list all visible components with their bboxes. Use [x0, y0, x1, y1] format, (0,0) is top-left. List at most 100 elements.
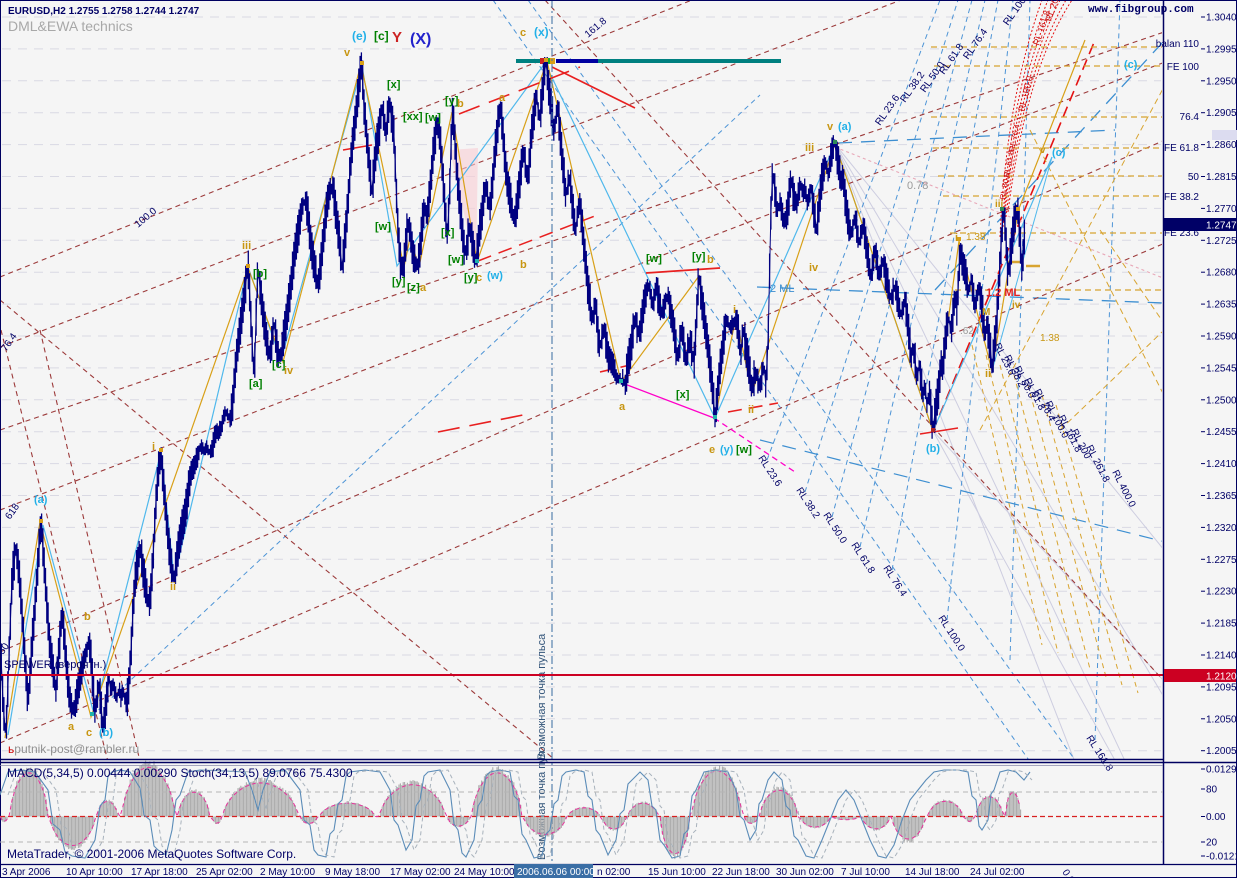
- svg-text:[xx]: [xx]: [403, 111, 423, 123]
- svg-text:Y: Y: [392, 29, 402, 46]
- svg-text:2006.06.06 00:00: 2006.06.06 00:00: [517, 867, 595, 878]
- svg-text:50: 50: [1188, 172, 1200, 183]
- svg-text:(a): (a): [34, 494, 48, 506]
- svg-text:n 02:00: n 02:00: [597, 867, 631, 878]
- svg-text:1.2050: 1.2050: [1206, 714, 1237, 725]
- svg-text:15 Jun 10:00: 15 Jun 10:00: [648, 867, 706, 878]
- svg-text:1.2680: 1.2680: [1206, 268, 1237, 279]
- svg-text:22 Jun 18:00: 22 Jun 18:00: [712, 867, 770, 878]
- svg-text:b: b: [520, 259, 527, 271]
- svg-text:a: a: [619, 401, 626, 413]
- svg-text:1.2860: 1.2860: [1206, 140, 1237, 151]
- svg-text:1.2185: 1.2185: [1206, 619, 1237, 630]
- svg-text:(b): (b): [99, 727, 113, 739]
- svg-text:FE 38.2: FE 38.2: [1164, 192, 1199, 203]
- svg-text:14 Jul 18:00: 14 Jul 18:00: [905, 867, 960, 878]
- svg-text:10 Apr 10:00: 10 Apr 10:00: [66, 867, 123, 878]
- svg-text:30 Jun 02:00: 30 Jun 02:00: [776, 867, 834, 878]
- svg-text:v: v: [344, 47, 351, 59]
- svg-text:(c): (c): [1124, 59, 1138, 71]
- svg-text:1.2815: 1.2815: [1206, 172, 1237, 183]
- svg-text:1.3040: 1.3040: [1206, 13, 1237, 24]
- svg-text:0.00: 0.00: [1206, 812, 1226, 823]
- svg-text:24 Jul 02:00: 24 Jul 02:00: [970, 867, 1025, 878]
- svg-text:[c]: [c]: [374, 29, 389, 43]
- svg-text:1.2500: 1.2500: [1206, 395, 1237, 406]
- svg-text:b: b: [84, 611, 91, 623]
- svg-text:FE 23.6: FE 23.6: [1164, 228, 1199, 239]
- svg-text:0.78: 0.78: [907, 180, 928, 192]
- svg-text:1.2320: 1.2320: [1206, 523, 1237, 534]
- svg-text:17 Apr 18:00: 17 Apr 18:00: [131, 867, 188, 878]
- svg-text:i: i: [152, 441, 155, 453]
- svg-text:iv: iv: [809, 262, 819, 274]
- svg-text:[z]: [z]: [407, 282, 420, 294]
- svg-text:1.2590: 1.2590: [1206, 332, 1237, 343]
- svg-text:1.2995: 1.2995: [1206, 44, 1237, 55]
- svg-text:[x]: [x]: [676, 389, 690, 401]
- svg-text:1.2725: 1.2725: [1206, 236, 1237, 247]
- svg-text:c: c: [86, 727, 92, 739]
- svg-text:MetaTrader, © 2001-2006 MetaQu: MetaTrader, © 2001-2006 MetaQuotes Softw…: [7, 847, 296, 861]
- svg-text:v: v: [1040, 145, 1046, 156]
- svg-text:1.2950: 1.2950: [1206, 76, 1237, 87]
- svg-text:1.2 ML: 1.2 ML: [986, 287, 1021, 299]
- svg-text:[a]: [a]: [249, 378, 263, 390]
- svg-text:7 Jul 10:00: 7 Jul 10:00: [841, 867, 890, 878]
- svg-text:Возможная точка пульса: Возможная точка пульса: [536, 633, 548, 760]
- svg-text:[w]: [w]: [425, 112, 441, 124]
- svg-text:e: e: [709, 444, 715, 456]
- svg-text:SPEWER (вероятн.): SPEWER (вероятн.): [4, 659, 106, 671]
- svg-text:(a): (a): [838, 121, 852, 133]
- svg-text:(y): (y): [720, 444, 734, 456]
- svg-text:[b]: [b]: [253, 268, 267, 280]
- svg-text:(b): (b): [926, 443, 940, 455]
- svg-text:1.2747: 1.2747: [1206, 221, 1237, 232]
- svg-text:1.2905: 1.2905: [1206, 108, 1237, 119]
- svg-text:.62: .62: [960, 326, 974, 337]
- svg-text:ьputnik-post@rambler.ru: ьputnik-post@rambler.ru: [8, 742, 139, 756]
- svg-text:[w]: [w]: [448, 254, 464, 266]
- svg-text:iv: iv: [284, 365, 294, 377]
- svg-text:Возможная точка пул: Возможная точка пул: [536, 751, 548, 860]
- svg-text:[y]: [y]: [445, 95, 459, 107]
- svg-text:1.2455: 1.2455: [1206, 427, 1237, 438]
- svg-text:ii: ii: [170, 581, 176, 593]
- svg-text:2 ML: 2 ML: [770, 283, 794, 295]
- svg-text:1.38: 1.38: [1040, 333, 1060, 344]
- svg-text:[y]: [y]: [464, 272, 478, 284]
- svg-text:(c): (c): [1052, 147, 1066, 159]
- svg-text:[x]: [x]: [441, 227, 455, 239]
- svg-text:i: i: [955, 232, 958, 244]
- svg-text:ii: ii: [748, 404, 754, 416]
- svg-text:b: b: [457, 98, 464, 110]
- svg-text:9 May 18:00: 9 May 18:00: [325, 867, 380, 878]
- svg-text:a: a: [499, 92, 506, 104]
- svg-text:0.0: 0.0: [1059, 868, 1076, 878]
- svg-text:[x]: [x]: [387, 79, 401, 91]
- svg-text:24 May 10:00: 24 May 10:00: [454, 867, 515, 878]
- svg-text:17 May 02:00: 17 May 02:00: [390, 867, 451, 878]
- svg-text:20: 20: [1206, 838, 1218, 849]
- svg-text:EURUSD,H2 1.2755 1.2758 1.274: EURUSD,H2 1.2755 1.2758 1.2744 1.2747: [8, 6, 200, 17]
- svg-text:MACD(5,34,5) 0.00444 0.00290: MACD(5,34,5) 0.00444 0.00290 Stoch(34,13…: [7, 766, 353, 780]
- svg-text:3 Apr 2006: 3 Apr 2006: [2, 867, 51, 878]
- svg-text:c: c: [520, 27, 526, 39]
- svg-text:0.01296: 0.01296: [1206, 765, 1237, 776]
- svg-text:a: a: [68, 721, 75, 733]
- svg-text:a: a: [420, 282, 427, 294]
- svg-text:(x): (x): [534, 25, 549, 39]
- svg-text:1.2095: 1.2095: [1206, 682, 1237, 693]
- svg-text:balan 110: balan 110: [1156, 39, 1200, 50]
- svg-text:c: c: [476, 272, 482, 284]
- svg-text:FE 61.8: FE 61.8: [1164, 143, 1199, 154]
- svg-text:www.fibgroup.com: www.fibgroup.com: [1088, 4, 1194, 16]
- svg-text:2 May 10:00: 2 May 10:00: [260, 867, 315, 878]
- svg-text:[w]: [w]: [736, 444, 752, 456]
- svg-text:1.2410: 1.2410: [1206, 459, 1237, 470]
- svg-text:1.2230: 1.2230: [1206, 587, 1237, 598]
- svg-text:[c]: [c]: [272, 359, 286, 371]
- svg-text:25 Apr 02:00: 25 Apr 02:00: [196, 867, 253, 878]
- svg-text:iii: iii: [242, 240, 251, 252]
- svg-text:[w]: [w]: [646, 253, 662, 265]
